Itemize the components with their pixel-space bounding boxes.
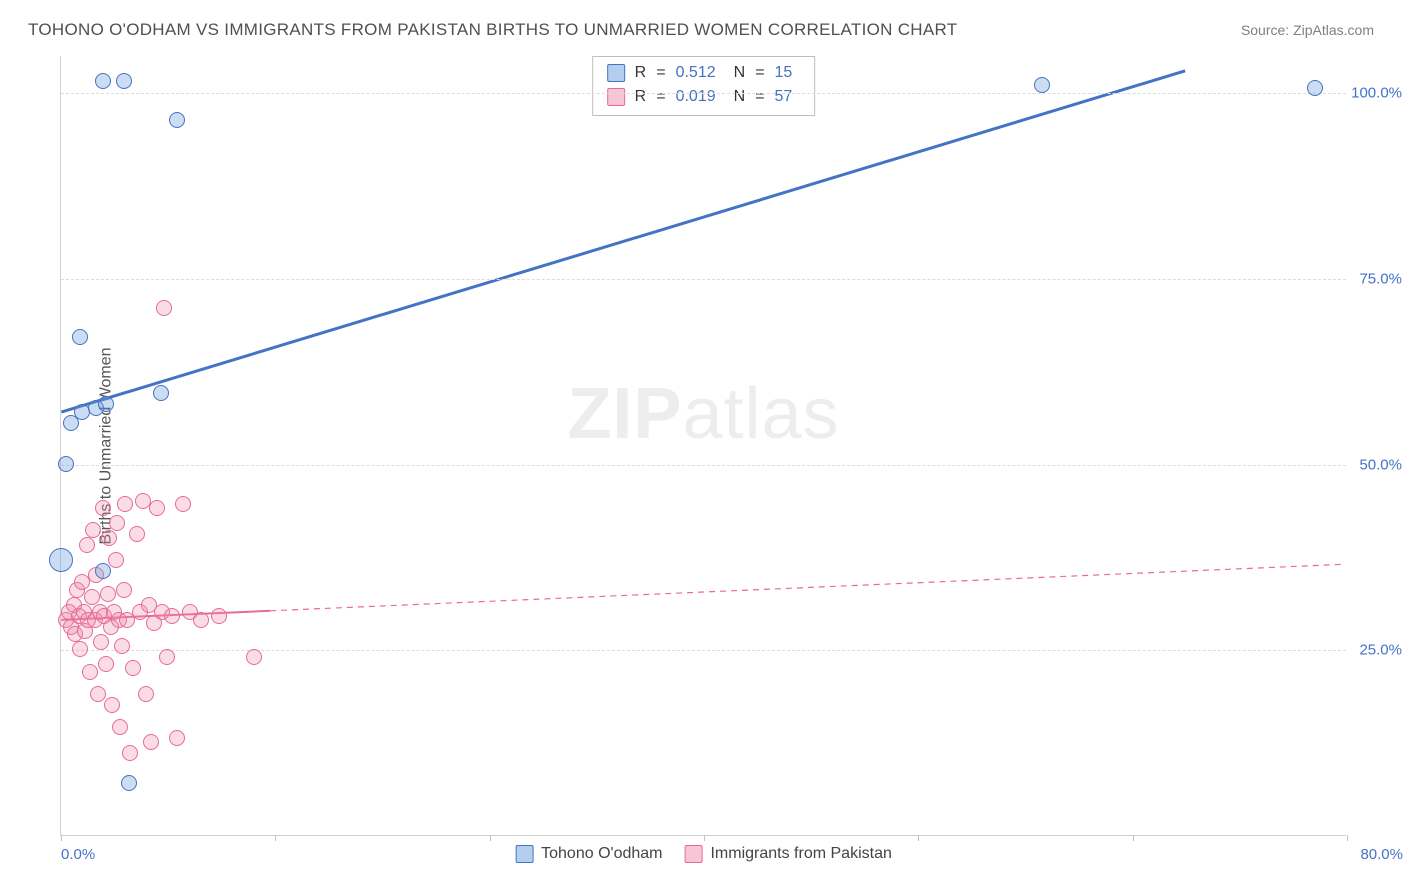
scatter-point-pink xyxy=(85,522,101,538)
scatter-point-pink xyxy=(117,496,133,512)
scatter-point-blue xyxy=(95,563,111,579)
xtick xyxy=(490,835,491,841)
scatter-point-blue xyxy=(49,548,73,572)
scatter-point-pink xyxy=(175,496,191,512)
plot-area: ZIPatlas R = 0.512 N = 15 R = 0.019 N = … xyxy=(60,56,1346,836)
scatter-point-pink xyxy=(246,649,262,665)
scatter-point-blue xyxy=(72,329,88,345)
scatter-point-blue xyxy=(95,73,111,89)
scatter-point-blue xyxy=(116,73,132,89)
swatch-blue-icon xyxy=(607,64,625,82)
swatch-pink-icon xyxy=(684,845,702,863)
n-value-pink: 57 xyxy=(775,85,793,109)
ytick-label: 50.0% xyxy=(1359,456,1402,473)
r-label: R xyxy=(635,61,647,85)
gridline-h xyxy=(61,279,1346,280)
r-value-pink: 0.019 xyxy=(676,85,716,109)
n-value-blue: 15 xyxy=(775,61,793,85)
n-label: N xyxy=(734,61,746,85)
xtick xyxy=(918,835,919,841)
scatter-point-pink xyxy=(104,697,120,713)
scatter-point-pink xyxy=(164,608,180,624)
stats-row-blue: R = 0.512 N = 15 xyxy=(607,61,801,85)
scatter-point-pink xyxy=(159,649,175,665)
scatter-point-pink xyxy=(84,589,100,605)
scatter-point-pink xyxy=(98,656,114,672)
ytick-label: 25.0% xyxy=(1359,642,1402,659)
trend-lines xyxy=(61,56,1346,835)
ytick-label: 75.0% xyxy=(1359,270,1402,287)
legend-label-blue: Tohono O'odham xyxy=(541,845,662,863)
scatter-point-pink xyxy=(169,730,185,746)
chart-title: TOHONO O'ODHAM VS IMMIGRANTS FROM PAKIST… xyxy=(28,20,957,40)
gridline-h xyxy=(61,465,1346,466)
scatter-point-pink xyxy=(125,660,141,676)
xtick-label: 80.0% xyxy=(1360,846,1403,863)
scatter-point-pink xyxy=(82,664,98,680)
scatter-point-pink xyxy=(101,530,117,546)
scatter-point-pink xyxy=(114,638,130,654)
scatter-point-pink xyxy=(138,686,154,702)
r-value-blue: 0.512 xyxy=(676,61,716,85)
legend-item-pink: Immigrants from Pakistan xyxy=(684,845,891,863)
scatter-point-pink xyxy=(109,515,125,531)
eq-label: = xyxy=(656,61,665,85)
eq-label: = xyxy=(755,85,764,109)
ytick-label: 100.0% xyxy=(1351,85,1402,102)
xtick-minor xyxy=(704,835,705,841)
scatter-point-pink xyxy=(74,574,90,590)
scatter-point-pink xyxy=(95,500,111,516)
legend-item-blue: Tohono O'odham xyxy=(515,845,662,863)
swatch-pink-icon xyxy=(607,88,625,106)
eq-label: = xyxy=(755,61,764,85)
scatter-point-blue xyxy=(98,396,114,412)
scatter-point-pink xyxy=(211,608,227,624)
eq-label: = xyxy=(656,85,665,109)
scatter-point-blue xyxy=(1307,80,1323,96)
xtick xyxy=(1347,835,1348,841)
scatter-point-pink xyxy=(116,582,132,598)
swatch-blue-icon xyxy=(515,845,533,863)
scatter-point-pink xyxy=(156,300,172,316)
legend-label-pink: Immigrants from Pakistan xyxy=(710,845,891,863)
scatter-point-blue xyxy=(153,385,169,401)
scatter-point-pink xyxy=(143,734,159,750)
scatter-point-pink xyxy=(72,641,88,657)
n-label: N xyxy=(734,85,746,109)
scatter-point-pink xyxy=(100,586,116,602)
xtick-minor xyxy=(275,835,276,841)
xtick-label: 0.0% xyxy=(61,846,95,863)
gridline-h xyxy=(61,93,1346,94)
scatter-point-pink xyxy=(122,745,138,761)
bottom-legend: Tohono O'odham Immigrants from Pakistan xyxy=(515,845,892,863)
scatter-point-pink xyxy=(93,634,109,650)
scatter-point-pink xyxy=(129,526,145,542)
scatter-point-pink xyxy=(108,552,124,568)
scatter-point-blue xyxy=(1034,77,1050,93)
trendline xyxy=(270,564,1346,611)
scatter-point-pink xyxy=(79,537,95,553)
xtick xyxy=(61,835,62,841)
scatter-point-pink xyxy=(112,719,128,735)
stats-legend-box: R = 0.512 N = 15 R = 0.019 N = 57 xyxy=(592,56,816,116)
stats-row-pink: R = 0.019 N = 57 xyxy=(607,85,801,109)
r-label: R xyxy=(635,85,647,109)
xtick-minor xyxy=(1133,835,1134,841)
scatter-point-blue xyxy=(58,456,74,472)
scatter-point-blue xyxy=(121,775,137,791)
scatter-point-blue xyxy=(169,112,185,128)
scatter-point-pink xyxy=(90,686,106,702)
scatter-point-pink xyxy=(149,500,165,516)
scatter-point-pink xyxy=(193,612,209,628)
trendline xyxy=(61,71,1185,412)
source-text: Source: ZipAtlas.com xyxy=(1241,22,1374,38)
